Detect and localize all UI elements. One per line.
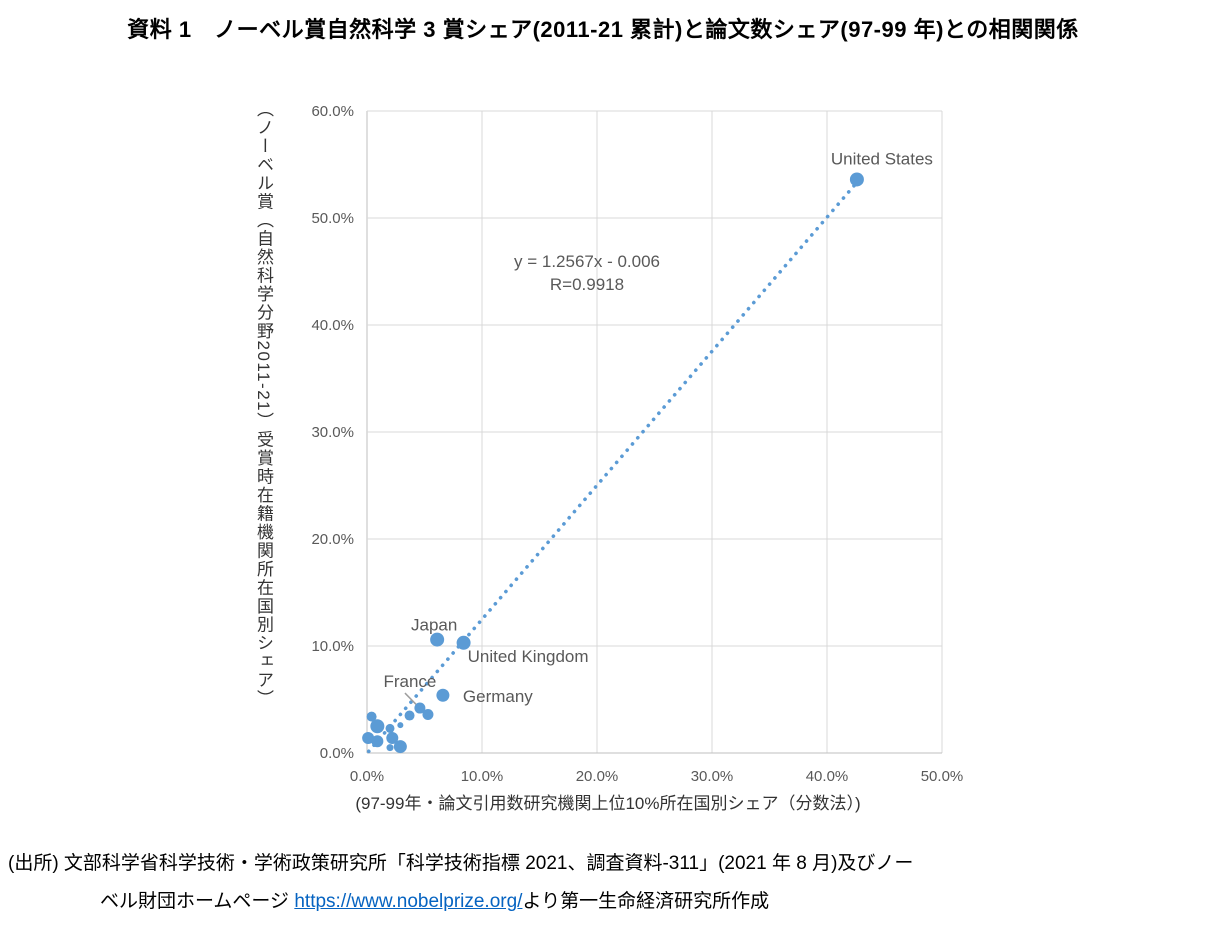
data-point [385,723,395,733]
scatter-plot: 0.0% 10.0% 20.0% 30.0% 40.0% 50.0% 0.0% 10.0% 20… [311,103,964,785]
y-tick-label: 0.0% [320,745,354,762]
data-point-united-kingdom [456,635,471,650]
data-point [397,722,404,729]
y-tick-label: 10.0% [311,638,354,655]
data-point [371,735,384,748]
trendline-r-value: R=0.9918 [549,275,625,294]
point-label-united-states: United States [831,149,933,168]
data-point [422,708,434,720]
source-line-1: (出所) 文部科学省科学技術・学術政策研究所「科学技術指標 2021、調査資料-… [8,853,914,874]
x-tick-label: 50.0% [921,768,964,785]
data-point [386,744,394,752]
trendline-annotation: y = 1.2567x - 0.006 R=0.9918 [487,250,687,296]
data-point-france [414,702,426,714]
source-note: (出所) 文部科学省科学技術・学術政策研究所「科学技術指標 2021、調査資料-… [8,845,1200,921]
x-tick-label: 0.0% [350,768,384,785]
x-tick-label: 40.0% [806,768,849,785]
nobelprize-link[interactable]: https://www.nobelprize.org/ [294,891,523,912]
data-point [404,710,415,721]
y-axis-title: （ノーベル賞（自然科学分野2011-21）受賞時在籍機関所在国別シェア） [254,100,273,709]
x-tick-label: 20.0% [576,768,619,785]
x-tick-label: 30.0% [691,768,734,785]
data-point [370,719,385,734]
point-label-germany: Germany [463,687,533,706]
label-leader-line [404,692,419,707]
source-line-2-prefix: ベル財団ホームページ [100,891,295,912]
data-point [386,732,399,745]
data-point [366,711,377,722]
y-tick-label: 40.0% [311,317,354,334]
x-axis-title: (97-99年・論文引用数研究機関上位10%所在国別シェア（分数法）) [355,794,861,813]
y-tick-label: 20.0% [311,531,354,548]
point-label-france: France [383,672,436,691]
point-label-united-kingdom: United Kingdom [468,647,589,666]
trendline [366,181,858,754]
data-point [393,740,407,754]
trendline-equation: y = 1.2567x - 0.006 [513,252,661,271]
x-tick-label: 10.0% [461,768,504,785]
figure-title: 資料 1 ノーベル賞自然科学 3 賞シェア(2011-21 累計)と論文数シェア… [127,17,1079,42]
y-tick-label: 50.0% [311,210,354,227]
y-tick-label: 60.0% [311,103,354,120]
data-point-japan [430,632,445,647]
data-point [362,732,375,745]
data-point-united-states [849,172,864,187]
data-point-germany [436,688,450,702]
source-line-2: ベル財団ホームページ https://www.nobelprize.org/より… [8,883,1200,921]
source-line-2-suffix: より第一生命経済研究所作成 [522,891,770,912]
y-tick-label: 30.0% [311,424,354,441]
point-label-japan: Japan [411,616,457,635]
